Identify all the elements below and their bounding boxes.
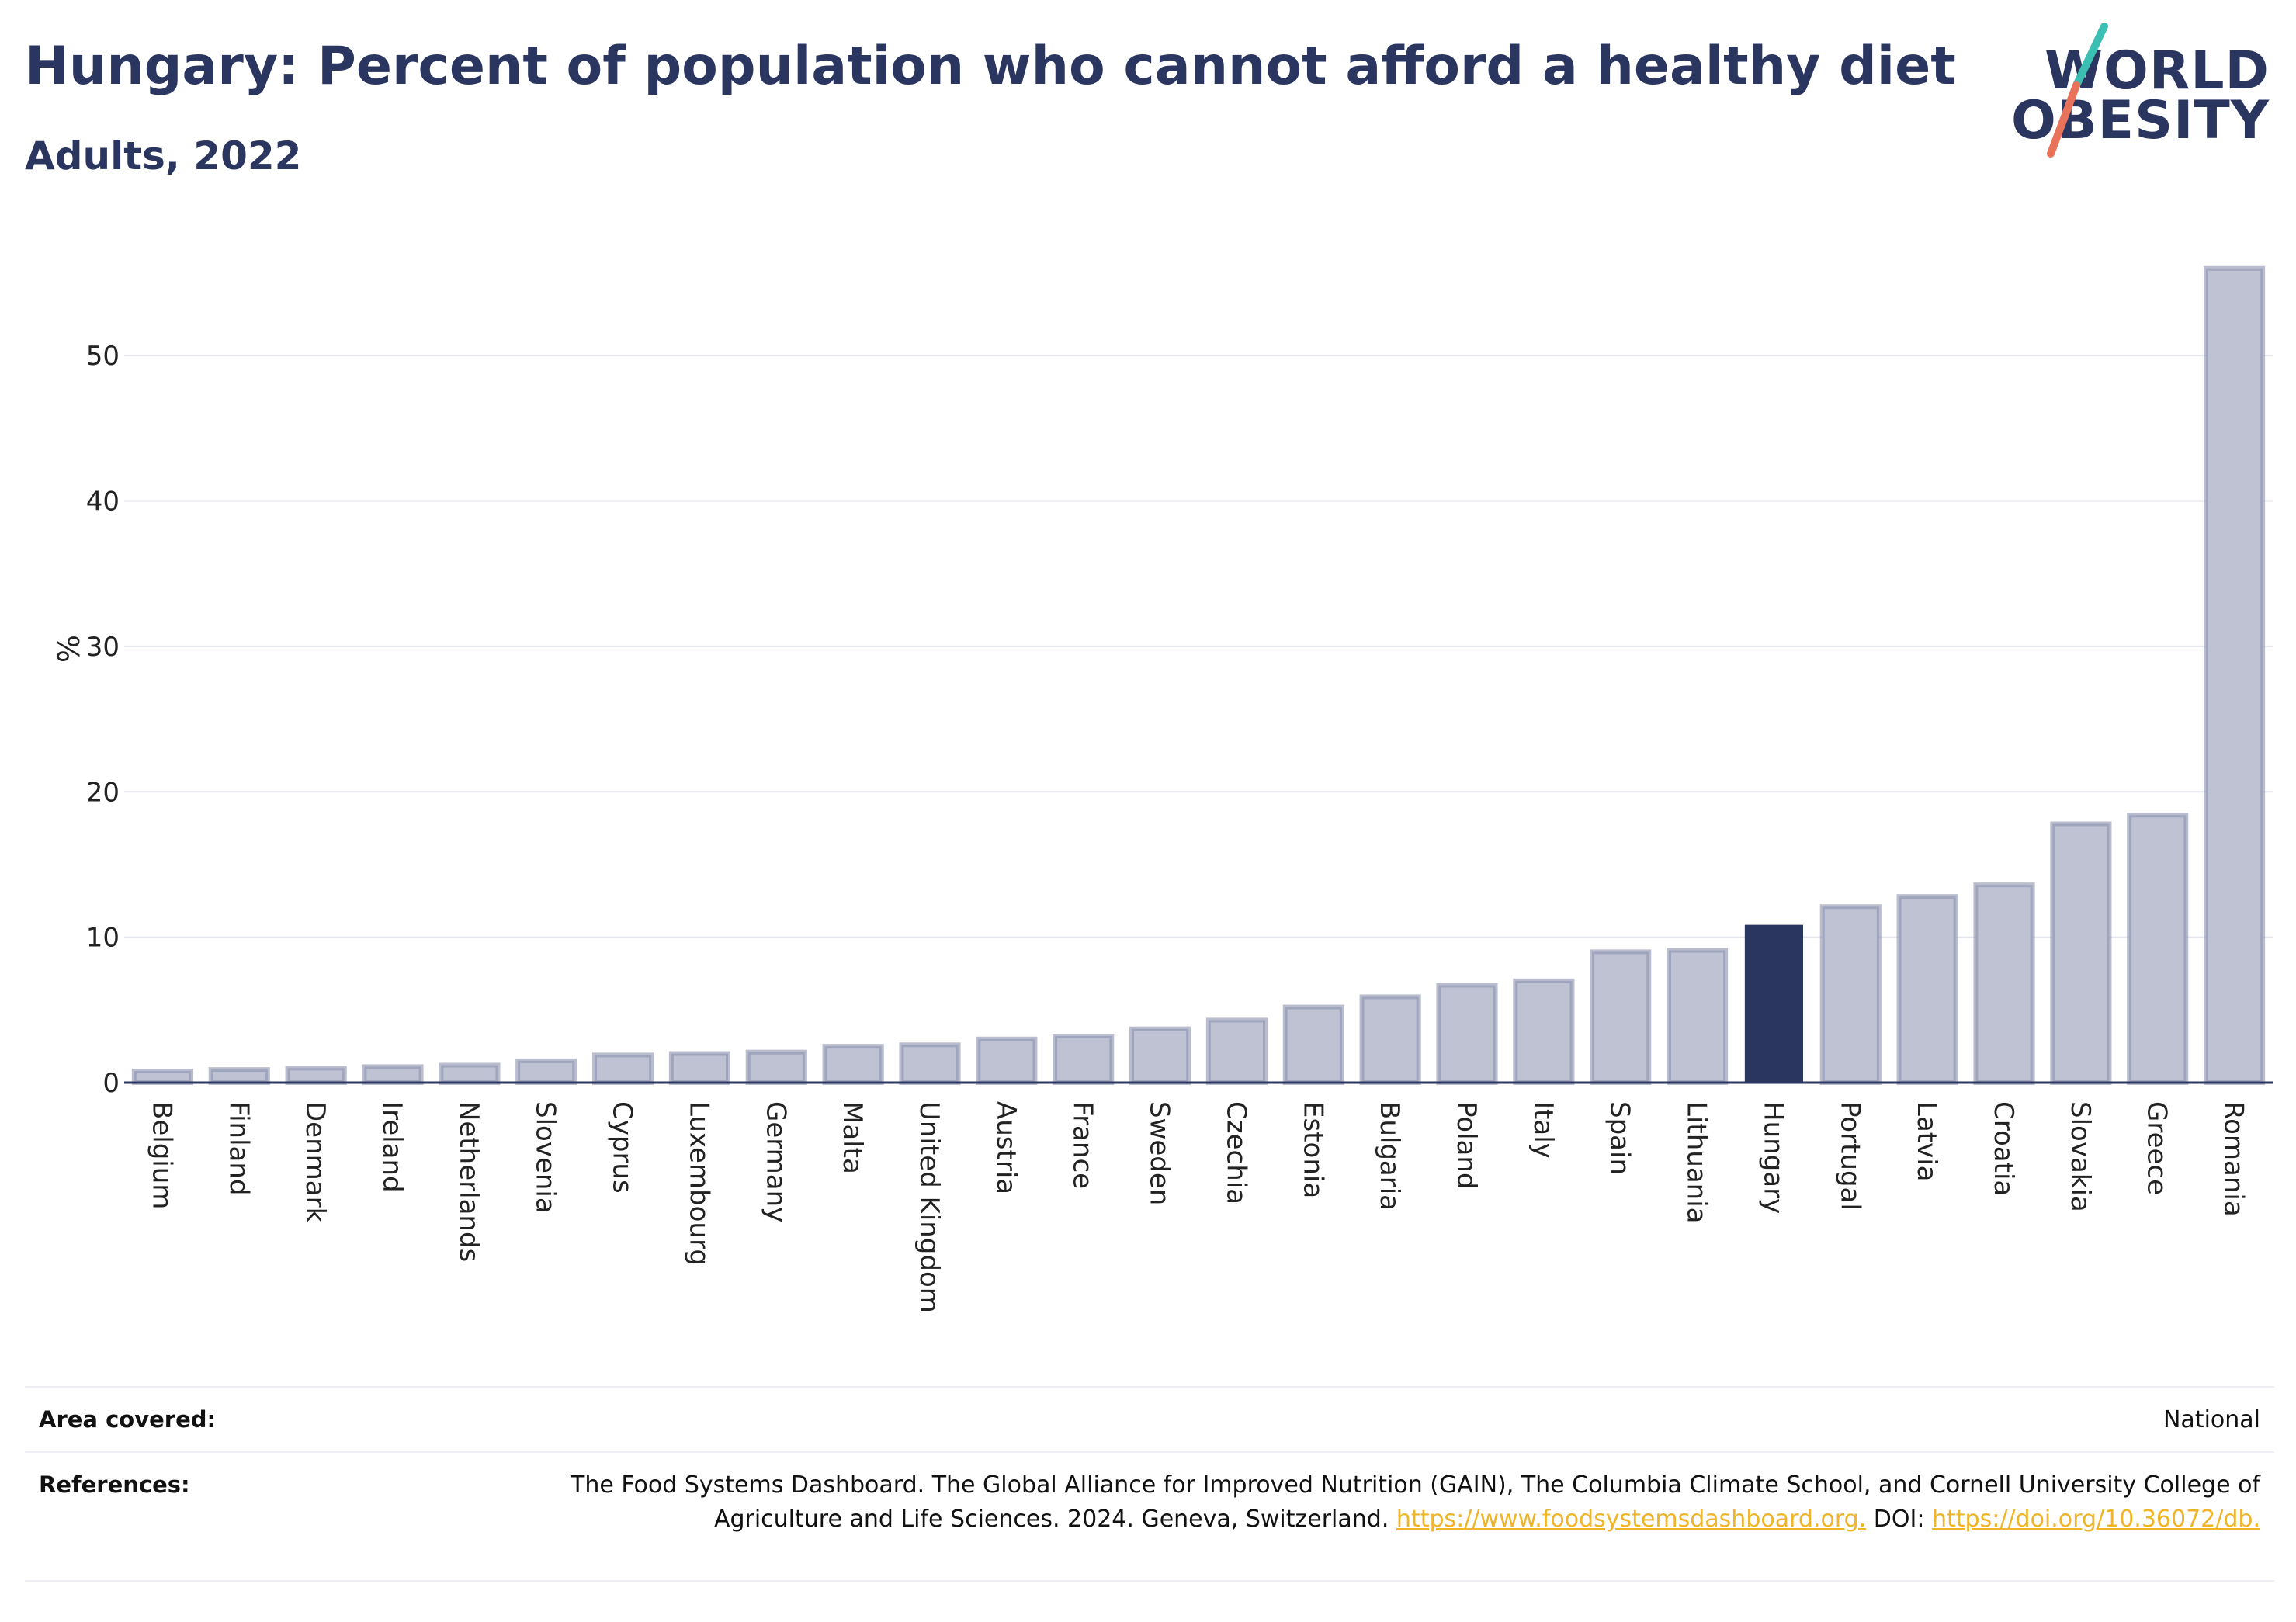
bar-bulgaria[interactable] bbox=[1359, 994, 1421, 1086]
x-tick-label: France bbox=[1067, 1101, 1098, 1189]
x-tick-label: Cyprus bbox=[607, 1101, 638, 1194]
bar-france[interactable] bbox=[1053, 1034, 1115, 1086]
x-tick-label: Spain bbox=[1604, 1101, 1635, 1175]
bar-finland[interactable] bbox=[208, 1067, 270, 1085]
logo-slash-icon bbox=[2047, 23, 2108, 158]
bar-estonia[interactable] bbox=[1282, 1004, 1344, 1086]
x-tick-label: Greece bbox=[2142, 1101, 2173, 1195]
x-tick-label: Finland bbox=[223, 1101, 254, 1196]
bar-united-kingdom[interactable] bbox=[899, 1042, 961, 1085]
footer-divider-top bbox=[25, 1386, 2274, 1388]
bar-chart: 0 10 20 30 40 50 Belgium Finland Denmark Ireland… bbox=[50, 265, 2273, 1313]
x-tick-label: Slovenia bbox=[530, 1101, 561, 1214]
bar-netherlands[interactable] bbox=[439, 1062, 501, 1085]
area-covered-value: National bbox=[2162, 1406, 2260, 1433]
doi-link[interactable]: https://doi.org/10.36072/db. bbox=[1932, 1506, 2260, 1533]
x-tick-label: Netherlands bbox=[453, 1101, 484, 1262]
y-tick-label: 10 bbox=[86, 923, 120, 954]
x-tick-label: Italy bbox=[1528, 1101, 1559, 1159]
x-axis-labels: Belgium Finland Denmark Ireland Netherlands S… bbox=[146, 1101, 2249, 1313]
gridlines bbox=[124, 355, 2273, 938]
x-tick-label: Malta bbox=[837, 1101, 868, 1174]
bar-austria[interactable] bbox=[976, 1036, 1038, 1085]
bar-cyprus[interactable] bbox=[591, 1052, 654, 1086]
bar-greece[interactable] bbox=[2127, 813, 2189, 1085]
bar-lithuania[interactable] bbox=[1666, 948, 1729, 1086]
x-tick-label: Germany bbox=[760, 1101, 791, 1222]
references-citation: The Food Systems Dashboard. The Global A… bbox=[571, 1471, 2260, 1533]
footer-divider-bottom bbox=[25, 1580, 2274, 1582]
y-tick-label: 30 bbox=[86, 632, 120, 663]
x-tick-label: Sweden bbox=[1144, 1101, 1175, 1205]
references-label: References: bbox=[39, 1471, 190, 1498]
bar-ireland[interactable] bbox=[362, 1064, 424, 1086]
x-tick-label: Portugal bbox=[1834, 1101, 1865, 1211]
x-tick-label: Lithuania bbox=[1681, 1101, 1712, 1223]
x-tick-label: Czechia bbox=[1220, 1101, 1251, 1204]
y-tick-label: 50 bbox=[86, 341, 120, 372]
x-tick-label: Slovakia bbox=[2065, 1101, 2096, 1212]
bar-denmark[interactable] bbox=[285, 1066, 347, 1086]
references-row: References: The Food Systems Dashboard. … bbox=[25, 1453, 2274, 1580]
x-tick-label: Luxembourg bbox=[683, 1101, 714, 1266]
bar-croatia[interactable] bbox=[1973, 882, 2035, 1086]
y-tick-label: 40 bbox=[86, 487, 120, 518]
chart-title: Hungary: Percent of population who canno… bbox=[25, 36, 1956, 97]
x-tick-label: Latvia bbox=[1911, 1101, 1942, 1182]
bar-luxembourg[interactable] bbox=[668, 1051, 731, 1086]
bars bbox=[124, 265, 2273, 1086]
x-tick-label: Belgium bbox=[146, 1101, 177, 1209]
x-tick-label: Ireland bbox=[376, 1101, 408, 1193]
bar-portugal[interactable] bbox=[1819, 904, 1882, 1085]
x-tick-label: Estonia bbox=[1297, 1101, 1328, 1198]
bar-poland[interactable] bbox=[1436, 983, 1498, 1085]
bar-romania[interactable] bbox=[2203, 265, 2266, 1086]
y-axis-title: % bbox=[50, 635, 85, 663]
dashboard-link[interactable]: https://www.foodsystemsdashboard.org. bbox=[1396, 1506, 1867, 1533]
bar-germany[interactable] bbox=[745, 1049, 807, 1085]
x-tick-label: Croatia bbox=[1988, 1101, 2019, 1196]
bar-slovakia[interactable] bbox=[2050, 821, 2112, 1086]
x-tick-label: Romania bbox=[2218, 1101, 2249, 1217]
doi-label: DOI: bbox=[1873, 1506, 1925, 1533]
area-covered-row: Area covered: National bbox=[25, 1388, 2274, 1451]
x-tick-label: Hungary bbox=[1757, 1101, 1788, 1214]
area-covered-label: Area covered: bbox=[39, 1406, 217, 1433]
bar-malta[interactable] bbox=[822, 1044, 884, 1085]
bar-hungary[interactable] bbox=[1744, 924, 1804, 1083]
footer-divider-middle bbox=[25, 1451, 2274, 1453]
y-axis-ticks: 0 10 20 30 40 50 bbox=[86, 341, 120, 1099]
bar-italy[interactable] bbox=[1513, 978, 1575, 1086]
bar-belgium[interactable] bbox=[131, 1069, 194, 1085]
bar-latvia[interactable] bbox=[1896, 894, 1958, 1086]
bar-sweden[interactable] bbox=[1129, 1026, 1191, 1086]
x-tick-label: United Kingdom bbox=[914, 1101, 945, 1313]
chart-subtitle: Adults, 2022 bbox=[25, 133, 302, 178]
references-text: The Food Systems Dashboard. The Global A… bbox=[553, 1468, 2260, 1537]
bar-czechia[interactable] bbox=[1205, 1017, 1268, 1085]
world-obesity-logo: WORLD OBESITY bbox=[2011, 23, 2282, 163]
x-tick-label: Poland bbox=[1451, 1101, 1482, 1190]
x-tick-label: Denmark bbox=[300, 1101, 331, 1223]
x-tick-label: Austria bbox=[990, 1101, 1021, 1194]
bar-slovenia[interactable] bbox=[515, 1058, 577, 1086]
y-tick-label: 20 bbox=[86, 777, 120, 808]
bar-spain[interactable] bbox=[1590, 949, 1652, 1085]
x-tick-label: Bulgaria bbox=[1374, 1101, 1405, 1211]
y-tick-label: 0 bbox=[102, 1068, 120, 1099]
